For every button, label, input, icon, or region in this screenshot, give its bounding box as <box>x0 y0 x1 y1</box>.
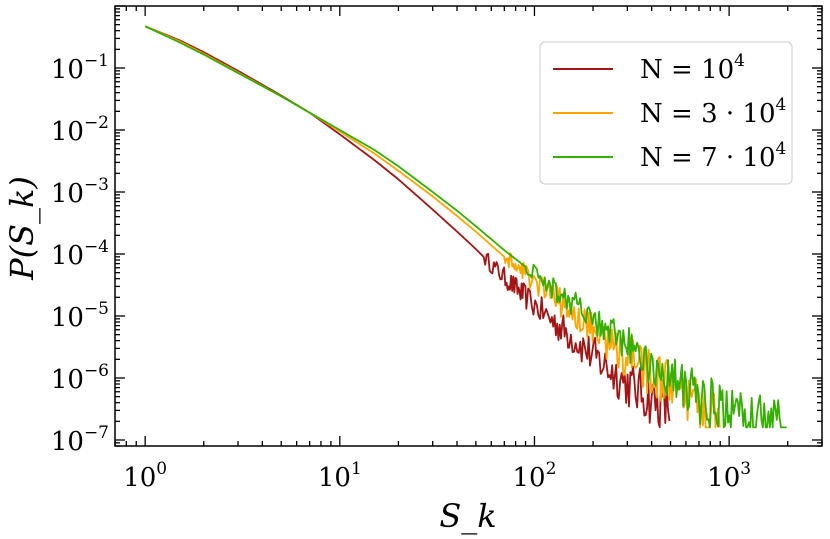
series-line-3 <box>144 25 787 429</box>
tick-labels-layer: 100 101 102 103 10−7 10−6 10−5 10−4 10−3 10−2 10−1 <box>51 51 751 493</box>
y-axis-label: P(S_k) <box>3 176 41 281</box>
legend-label-3: N = 7 · 104 <box>640 139 786 173</box>
legend-label-1: N = 104 <box>640 51 745 85</box>
x-tick-label: 101 <box>318 459 362 493</box>
legend: N = 104 N = 3 · 104 N = 7 · 104 <box>539 41 793 185</box>
legend-label-2: N = 3 · 104 <box>640 95 786 129</box>
y-tick-label: 10−4 <box>51 237 109 271</box>
x-tick-label: 103 <box>707 459 751 493</box>
x-tick-label: 100 <box>123 459 167 493</box>
x-tick-label: 102 <box>513 459 557 493</box>
series-layer <box>144 25 787 429</box>
y-tick-label: 10−3 <box>51 175 109 209</box>
series-line-1 <box>144 25 671 429</box>
y-tick-label: 10−1 <box>51 51 109 85</box>
plot-frame <box>114 5 823 447</box>
y-tick-label: 10−5 <box>51 299 109 333</box>
ticks-layer <box>114 5 823 447</box>
x-axis-label: S_k <box>439 497 496 535</box>
legend-box <box>539 41 793 185</box>
y-tick-label: 10−7 <box>51 423 109 457</box>
y-tick-label: 10−2 <box>51 113 109 147</box>
y-tick-label: 10−6 <box>51 361 109 395</box>
